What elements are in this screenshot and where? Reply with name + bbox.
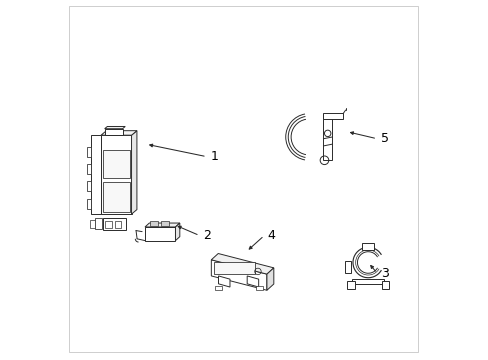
Bar: [101, 135, 131, 214]
Bar: [144, 227, 175, 240]
Text: 1: 1: [210, 150, 218, 163]
Polygon shape: [131, 131, 137, 214]
Bar: [94, 219, 102, 229]
Bar: [346, 282, 354, 289]
Text: 3: 3: [380, 267, 388, 280]
Polygon shape: [266, 268, 273, 290]
Polygon shape: [211, 253, 273, 274]
Bar: [102, 218, 126, 230]
Bar: [86, 147, 91, 157]
Bar: [105, 221, 112, 228]
Bar: [214, 286, 222, 290]
Bar: [115, 221, 121, 228]
Bar: [150, 221, 158, 226]
Bar: [90, 220, 94, 228]
Bar: [351, 279, 384, 284]
Bar: [102, 149, 129, 178]
Polygon shape: [175, 223, 180, 240]
Polygon shape: [218, 276, 229, 287]
Bar: [214, 262, 255, 274]
Bar: [323, 113, 343, 119]
Polygon shape: [211, 260, 266, 290]
Bar: [91, 135, 101, 214]
Polygon shape: [104, 126, 125, 129]
Polygon shape: [101, 131, 137, 135]
Bar: [361, 243, 373, 250]
Text: 2: 2: [203, 229, 211, 242]
Bar: [86, 164, 91, 174]
Bar: [86, 181, 91, 192]
Bar: [102, 182, 129, 212]
Text: 5: 5: [380, 132, 388, 145]
Bar: [256, 286, 263, 290]
Text: 4: 4: [267, 229, 275, 242]
Bar: [161, 221, 168, 226]
Bar: [344, 261, 350, 273]
Polygon shape: [144, 223, 180, 227]
Polygon shape: [247, 276, 258, 287]
Bar: [323, 114, 332, 160]
Bar: [381, 282, 388, 289]
Bar: [86, 199, 91, 209]
Bar: [104, 129, 122, 135]
